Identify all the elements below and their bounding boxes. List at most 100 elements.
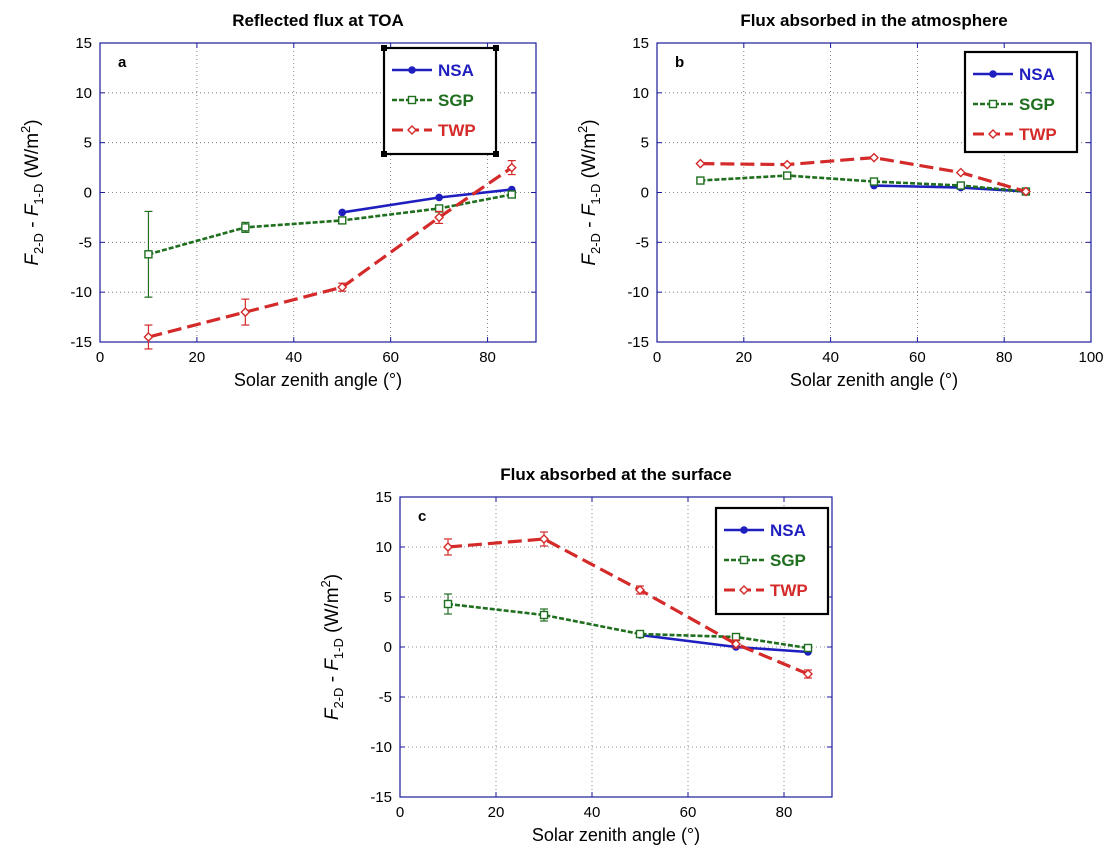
y-tick-label: 0: [384, 639, 392, 656]
y-axis-label-sub1: 2-D: [31, 233, 46, 254]
data-point: [539, 610, 549, 620]
series-twp: [143, 160, 517, 350]
x-tick-label: 80: [776, 804, 793, 821]
x-tick-label: 40: [584, 804, 601, 821]
data-point: [988, 129, 998, 139]
y-axis-label-sup: 2: [575, 126, 590, 133]
y-axis-label-main2: F: [22, 203, 43, 216]
panel-a: 0 20 40 60 80 -15 -10 -5 0 5 10 15 Reflected flux at…: [18, 11, 537, 390]
data-point: [696, 176, 705, 185]
y-axis-label-mid: -: [22, 216, 43, 233]
x-axis-label: Solar zenith angle (°): [532, 825, 700, 845]
data-point: [338, 208, 347, 217]
data-point: [337, 282, 348, 293]
y-tick-label: -10: [70, 284, 92, 301]
legend-handle: [381, 151, 387, 157]
y-tick-label: 15: [375, 489, 392, 506]
y-axis-label-sub1: 2-D: [588, 233, 603, 254]
legend-label-sgp: SGP: [1019, 95, 1055, 114]
y-tick-label: -5: [636, 234, 649, 251]
data-point: [338, 216, 347, 225]
data-point: [695, 158, 706, 169]
data-point: [869, 152, 879, 163]
y-axis-label-sup: 2: [318, 580, 333, 587]
series-sgp: [696, 171, 1031, 196]
data-point: [1020, 186, 1031, 197]
y-tick-label: 15: [632, 35, 649, 52]
data-point: [241, 223, 250, 232]
y-tick-label: 15: [75, 35, 92, 52]
series-twp: [443, 531, 813, 679]
panel-b: 0 20 40 60 80 100 -15 -10 -5 0 5 10 15 Flux absorbed …: [575, 11, 1104, 390]
y-tick-label: -5: [379, 689, 392, 706]
x-tick-label: 40: [822, 349, 839, 366]
y-axis-label-sub2: 1-D: [331, 638, 346, 659]
x-tick-label: 20: [189, 349, 206, 366]
y-axis-label-units: (W/m: [579, 133, 600, 184]
y-axis-label-main1: F: [322, 707, 343, 720]
y-tick-label: 10: [375, 539, 392, 556]
data-point: [635, 629, 645, 639]
y-axis-label-units: (W/m: [322, 587, 343, 638]
data-point: [635, 585, 645, 595]
x-tick-label: 20: [488, 804, 505, 821]
x-tick-label: 0: [96, 349, 104, 366]
data-point: [144, 250, 153, 259]
x-tick-label: 60: [382, 349, 399, 366]
legend-box: [963, 50, 1079, 154]
y-tick-label: -10: [627, 284, 649, 301]
data-point: [782, 159, 793, 170]
data-point: [783, 171, 792, 180]
data-point: [506, 162, 517, 173]
y-axis-label-units: (W/m: [22, 133, 43, 184]
data-point: [988, 99, 998, 109]
chart-title: Flux absorbed at the surface: [500, 465, 731, 484]
panel-c: 0 20 40 60 80 -15 -10 -5 0 5 10 15 Flux absorbed at …: [318, 465, 833, 845]
y-axis-label: F2-D - F1-D (W/m2): [575, 119, 603, 265]
data-point: [803, 643, 813, 653]
data-point: [435, 193, 443, 202]
y-axis-label-close: ): [22, 119, 43, 125]
panel-letter: a: [118, 54, 127, 71]
data-point: [989, 70, 997, 78]
x-axis-label: Solar zenith angle (°): [234, 370, 402, 390]
y-tick-label: 10: [75, 85, 92, 102]
y-axis-label-main2: F: [579, 203, 600, 216]
panel-letter: b: [675, 54, 684, 71]
x-tick-label: 20: [735, 349, 752, 366]
legend-label-nsa: NSA: [1019, 65, 1055, 84]
x-axis-label: Solar zenith angle (°): [790, 370, 958, 390]
legend-label-twp: TWP: [438, 121, 476, 140]
y-tick-label: 0: [84, 185, 92, 202]
data-point: [739, 585, 749, 595]
legend-handle: [493, 151, 499, 157]
y-axis-label: F2-D - F1-D (W/m2): [318, 574, 346, 720]
y-tick-label: -15: [70, 334, 92, 351]
data-point: [739, 555, 749, 565]
legend-handle: [493, 45, 499, 51]
x-tick-label: 60: [909, 349, 926, 366]
x-tick-label: 80: [996, 349, 1013, 366]
x-tick-label: 80: [479, 349, 496, 366]
y-tick-label: -15: [627, 334, 649, 351]
y-tick-label: -5: [79, 234, 92, 251]
x-tick-label: 40: [285, 349, 302, 366]
legend: NSA SGP TWP: [714, 506, 830, 616]
data-point: [240, 307, 251, 318]
data-point: [956, 181, 965, 190]
series-line-twp: [148, 166, 513, 339]
y-axis-label-close: ): [579, 119, 600, 125]
y-axis-label-sub1: 2-D: [331, 688, 346, 709]
y-tick-label: 10: [632, 85, 649, 102]
data-point: [740, 526, 748, 534]
y-axis-label-mid: -: [579, 216, 600, 233]
y-tick-label: 5: [641, 135, 649, 152]
y-axis-label-main1: F: [22, 253, 43, 266]
data-point: [507, 190, 516, 199]
y-tick-label: -15: [370, 789, 392, 806]
y-axis-label: F2-D - F1-D (W/m2): [18, 119, 46, 265]
y-axis-label-sub2: 1-D: [31, 184, 46, 205]
x-tick-label: 0: [653, 349, 661, 366]
y-tick-label: -10: [370, 739, 392, 756]
x-tick-label: 60: [680, 804, 697, 821]
